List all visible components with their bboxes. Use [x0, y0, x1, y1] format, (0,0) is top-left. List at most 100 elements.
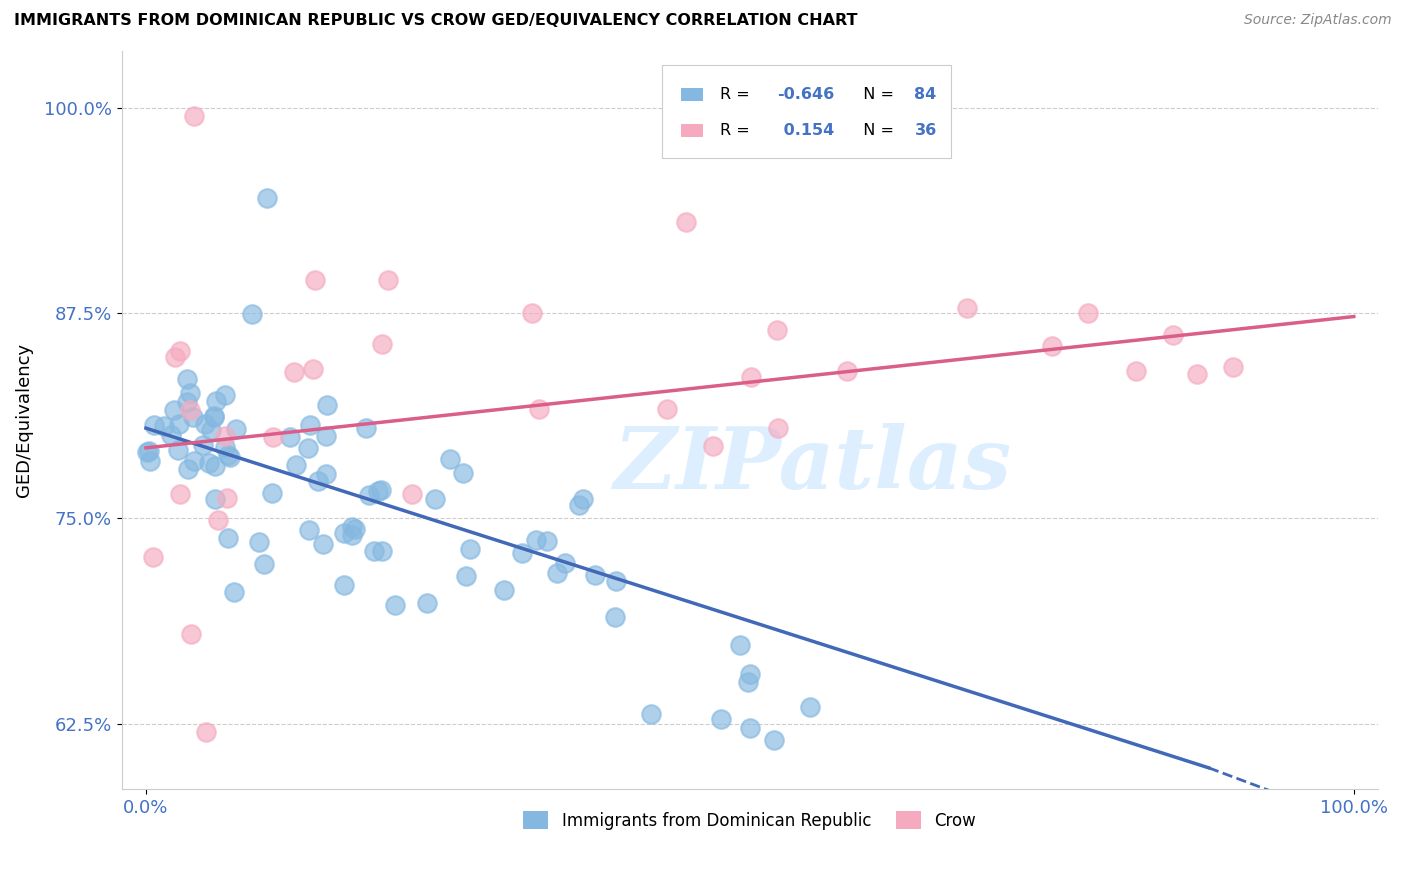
Point [283, 365, 305, 379]
Point [169, 486, 191, 500]
Point [546, 566, 568, 580]
Point [572, 492, 595, 507]
Point [728, 638, 751, 652]
Point [204, 458, 226, 473]
Point [359, 488, 381, 502]
Point [371, 543, 394, 558]
Point [207, 513, 229, 527]
Text: 84: 84 [914, 87, 936, 102]
Point [536, 533, 558, 548]
Point [526, 533, 548, 548]
Point [202, 409, 225, 424]
Point [153, 419, 176, 434]
Point [763, 733, 786, 747]
Point [256, 191, 278, 205]
Point [456, 568, 478, 582]
Point [765, 323, 787, 337]
Point [179, 386, 201, 401]
Point [956, 301, 979, 316]
Point [260, 486, 283, 500]
Point [139, 454, 162, 468]
FancyBboxPatch shape [681, 124, 703, 137]
Point [217, 532, 239, 546]
Point [529, 401, 551, 416]
Point [451, 466, 474, 480]
Point [799, 700, 821, 714]
Point [225, 422, 247, 436]
Point [367, 483, 389, 498]
Text: Source: ZipAtlas.com: Source: ZipAtlas.com [1244, 13, 1392, 28]
Point [180, 626, 202, 640]
Point [354, 421, 377, 435]
Point [312, 537, 335, 551]
Point [169, 343, 191, 358]
Point [195, 724, 218, 739]
Point [1161, 327, 1184, 342]
Point [605, 610, 627, 624]
Point [1185, 367, 1208, 381]
Point [416, 596, 439, 610]
Point [200, 423, 222, 437]
Point [342, 528, 364, 542]
Point [285, 458, 308, 473]
Point [315, 467, 337, 482]
Point [583, 567, 606, 582]
Point [135, 444, 157, 458]
Point [458, 542, 481, 557]
Point [297, 442, 319, 456]
Point [1040, 339, 1063, 353]
Point [142, 417, 165, 432]
Text: N =: N = [853, 123, 898, 137]
Point [439, 452, 461, 467]
Point [160, 428, 183, 442]
Legend: Immigrants from Dominican Republic, Crow: Immigrants from Dominican Republic, Crow [517, 805, 983, 837]
Point [710, 712, 733, 726]
Y-axis label: GED/Equivalency: GED/Equivalency [15, 343, 32, 497]
Point [298, 417, 321, 432]
Text: R =: R = [720, 87, 755, 102]
Point [740, 721, 762, 735]
Point [297, 524, 319, 538]
Point [377, 273, 399, 287]
Point [204, 410, 226, 425]
Text: IMMIGRANTS FROM DOMINICAN REPUBLIC VS CROW GED/EQUIVALENCY CORRELATION CHART: IMMIGRANTS FROM DOMINICAN REPUBLIC VS CR… [14, 13, 858, 29]
Text: -0.646: -0.646 [778, 87, 835, 102]
Text: N =: N = [853, 87, 898, 102]
Point [214, 429, 236, 443]
Point [737, 674, 759, 689]
Point [163, 350, 186, 364]
Point [162, 403, 184, 417]
Point [198, 456, 221, 470]
Point [301, 361, 323, 376]
Point [183, 109, 205, 123]
Point [204, 394, 226, 409]
Point [740, 369, 762, 384]
Point [675, 215, 697, 229]
Point [1125, 364, 1147, 378]
Point [702, 439, 724, 453]
Text: R =: R = [720, 123, 755, 137]
Point [655, 401, 678, 416]
Point [204, 492, 226, 507]
Point [176, 372, 198, 386]
Point [181, 409, 204, 424]
Point [138, 444, 160, 458]
Point [218, 450, 240, 465]
Point [262, 429, 284, 443]
Point [240, 308, 263, 322]
Point [333, 577, 356, 591]
Point [1077, 306, 1099, 320]
Text: ZIPatlas: ZIPatlas [613, 423, 1012, 506]
Point [253, 558, 276, 572]
Point [217, 491, 239, 505]
Point [167, 442, 190, 457]
Point [371, 336, 394, 351]
FancyBboxPatch shape [662, 65, 950, 158]
Point [191, 438, 214, 452]
Point [217, 449, 239, 463]
Point [142, 549, 165, 564]
Text: 36: 36 [914, 123, 936, 137]
Point [179, 402, 201, 417]
Point [510, 546, 533, 560]
Point [278, 430, 301, 444]
